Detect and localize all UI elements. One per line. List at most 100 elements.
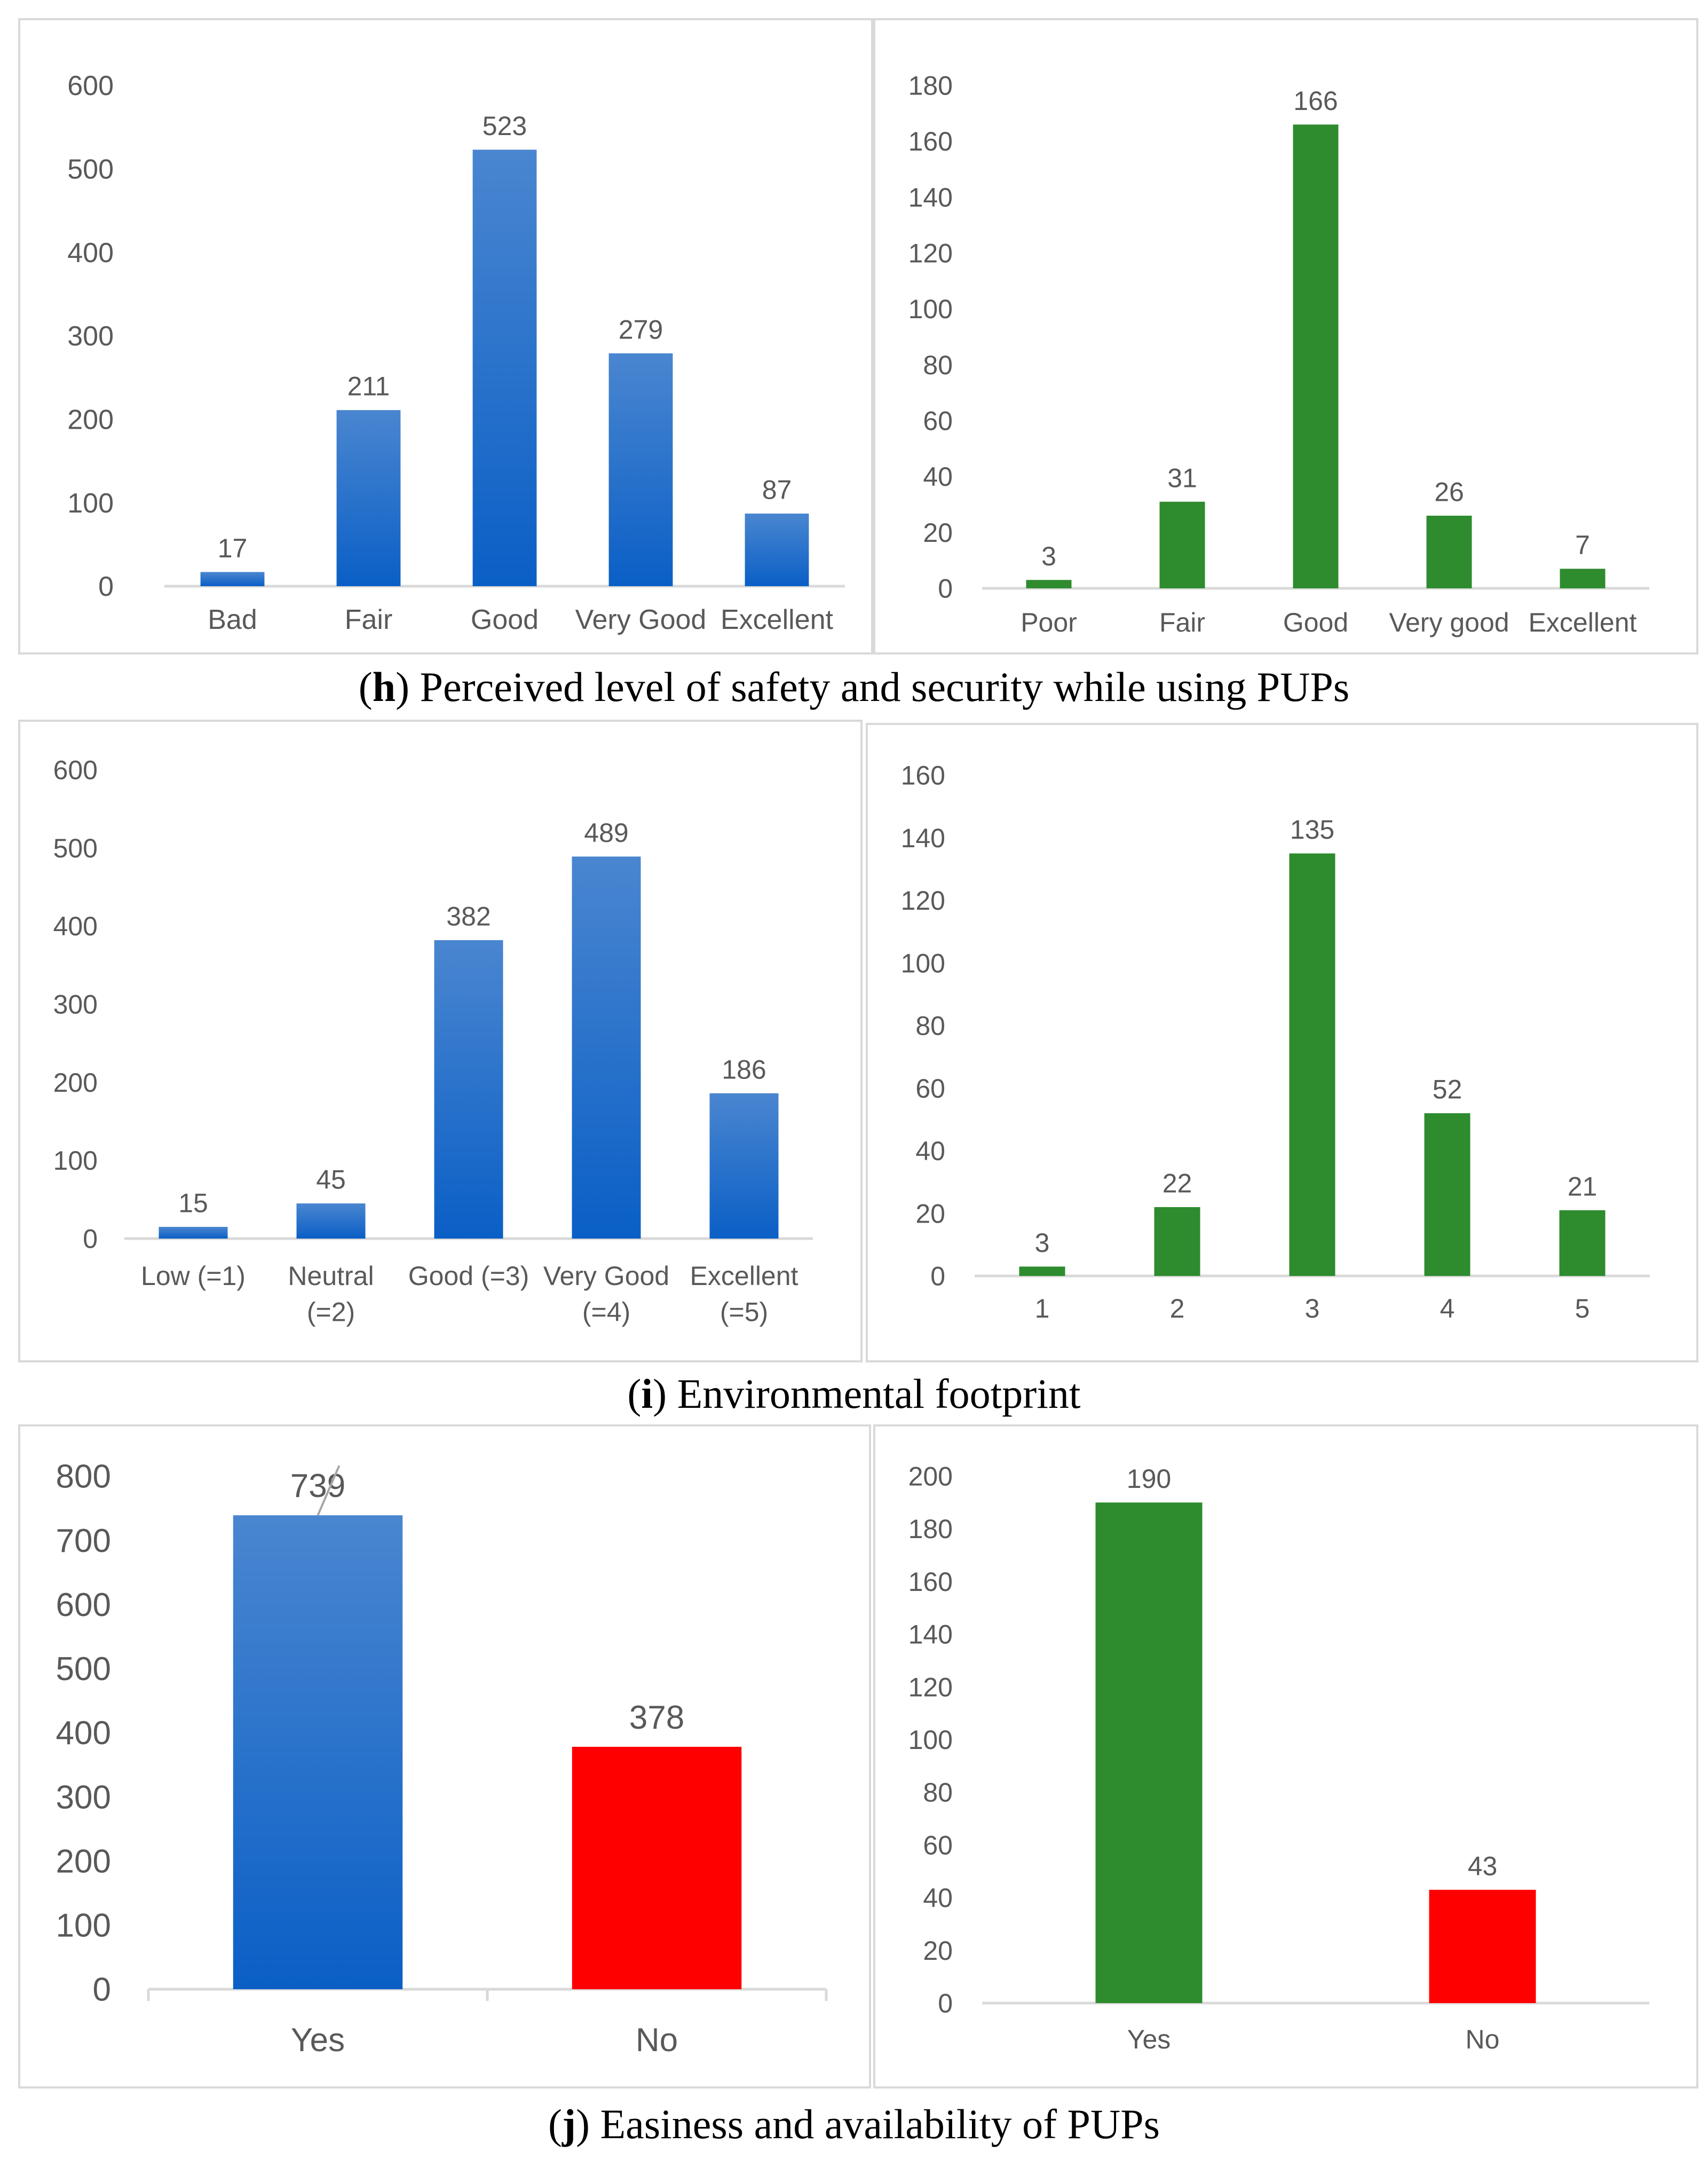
category-label: Bad bbox=[208, 604, 257, 635]
data-label: 523 bbox=[483, 111, 527, 141]
y-tick-label: 120 bbox=[908, 239, 953, 269]
bar-very-good bbox=[1426, 515, 1472, 588]
y-tick-label: 200 bbox=[908, 1462, 953, 1492]
y-tick-label: 0 bbox=[930, 1262, 945, 1291]
category-label: Excellent bbox=[1529, 608, 1637, 637]
caption-j: (j) Easiness and availability of PUPs bbox=[548, 2101, 1160, 2147]
y-tick-label: 200 bbox=[53, 1068, 98, 1098]
caption-j-letter: j bbox=[562, 2101, 576, 2147]
y-tick-label: 20 bbox=[923, 1936, 953, 1966]
bar-2 bbox=[1154, 1207, 1200, 1276]
bar-fair bbox=[1159, 501, 1205, 588]
data-label: 21 bbox=[1568, 1171, 1598, 1201]
data-label: 43 bbox=[1468, 1851, 1498, 1881]
y-tick-label: 0 bbox=[938, 574, 953, 604]
chart-panel-j-right: 0 20 40 60 80 100 120 140 160 180 200 190 Yes 43 No bbox=[873, 1424, 1698, 2089]
y-tick-label: 80 bbox=[923, 350, 953, 380]
category-label: 2 bbox=[1170, 1294, 1185, 1323]
category-label: Fair bbox=[1159, 608, 1205, 637]
bar-1 bbox=[1019, 1266, 1065, 1276]
data-label: 135 bbox=[1290, 815, 1334, 845]
y-tick-label: 160 bbox=[908, 1567, 953, 1597]
data-label: 166 bbox=[1293, 86, 1338, 116]
category-label: Excellent (=5) bbox=[690, 1261, 798, 1327]
label-leader-line bbox=[317, 1465, 341, 1516]
y-tick-label: 0 bbox=[93, 1972, 111, 2008]
y-tick-label: 80 bbox=[915, 1011, 945, 1041]
y-tick-label: 400 bbox=[53, 911, 98, 941]
bar-no bbox=[572, 1746, 742, 1989]
bar-good bbox=[472, 149, 537, 586]
bar-poor bbox=[1026, 580, 1072, 588]
y-tick-label: 60 bbox=[915, 1074, 945, 1104]
y-tick-label: 100 bbox=[908, 294, 953, 324]
data-label: 3 bbox=[1035, 1228, 1050, 1258]
y-tick-label: 700 bbox=[56, 1523, 111, 1559]
y-tick-label: 400 bbox=[56, 1715, 111, 1752]
data-label: 190 bbox=[1127, 1464, 1171, 1494]
y-tick-label: 300 bbox=[67, 321, 114, 352]
y-tick-label: 0 bbox=[98, 571, 114, 602]
data-label: 3 bbox=[1041, 541, 1056, 571]
caption-i-text: Environmental footprint bbox=[667, 1370, 1081, 1417]
bar-bad bbox=[200, 572, 265, 586]
y-tick-label: 180 bbox=[908, 71, 953, 101]
bar-very-good-4 bbox=[572, 856, 641, 1239]
chart-i-left: 0 100 200 300 400 500 600 15 Low (=1) 45 Neutral (=… bbox=[53, 755, 813, 1327]
category-label: Good (=3) bbox=[408, 1261, 529, 1291]
y-tick-label: 500 bbox=[67, 154, 114, 185]
category-label: Excellent bbox=[721, 604, 834, 635]
category-label: No bbox=[636, 2022, 678, 2059]
category-label: No bbox=[1466, 2024, 1500, 2054]
data-label: 31 bbox=[1167, 463, 1197, 493]
bar-4 bbox=[1424, 1113, 1470, 1276]
y-tick-label: 160 bbox=[908, 127, 953, 156]
y-tick-label: 300 bbox=[56, 1779, 111, 1816]
chart-j-right: 0 20 40 60 80 100 120 140 160 180 200 190 Yes 43 No bbox=[908, 1462, 1649, 2054]
category-label: 5 bbox=[1575, 1294, 1590, 1323]
bar-3 bbox=[1289, 853, 1335, 1276]
bar-yes bbox=[1095, 1502, 1203, 2003]
y-tick-label: 500 bbox=[56, 1651, 111, 1688]
category-label: Yes bbox=[291, 2022, 345, 2059]
y-tick-label: 180 bbox=[908, 1514, 953, 1544]
data-label: 7 bbox=[1575, 530, 1590, 560]
data-label: 22 bbox=[1163, 1169, 1192, 1199]
y-tick-label: 20 bbox=[923, 518, 953, 548]
y-tick-label: 100 bbox=[908, 1725, 953, 1755]
y-tick-label: 100 bbox=[901, 948, 945, 978]
chart-panel-h-left: 0 100 200 300 400 500 600 17 Bad 211 Fair 523 Good 27… bbox=[18, 18, 873, 655]
data-label: 52 bbox=[1433, 1075, 1462, 1105]
chart-panel-h-right: 0 20 40 60 80 100 120 140 160 180 3 Poor 31 Fair 166 Go… bbox=[873, 18, 1698, 655]
data-label: 15 bbox=[178, 1188, 208, 1218]
data-label: 739 bbox=[290, 1468, 345, 1504]
category-label: Very Good (=4) bbox=[543, 1261, 669, 1327]
bar-neutral-2 bbox=[296, 1203, 366, 1239]
bar-yes bbox=[233, 1515, 403, 1989]
category-label: Good bbox=[471, 604, 539, 635]
category-label: Very good bbox=[1389, 608, 1509, 637]
category-label: 1 bbox=[1035, 1294, 1050, 1323]
y-tick-label: 140 bbox=[908, 183, 953, 212]
data-label: 382 bbox=[446, 902, 491, 932]
category-label: Very Good bbox=[575, 604, 707, 635]
category-label: Yes bbox=[1127, 2024, 1171, 2054]
y-tick-label: 600 bbox=[56, 1587, 111, 1624]
y-tick-label: 600 bbox=[67, 70, 114, 101]
y-tick-label: 400 bbox=[67, 238, 114, 269]
caption-h: (h) Perceived level of safety and securi… bbox=[358, 664, 1350, 710]
chart-j-left: 0 100 200 300 400 500 600 700 800 739 Yes 378 No bbox=[56, 1459, 828, 2059]
y-tick-label: 600 bbox=[53, 755, 98, 785]
data-label: 489 bbox=[584, 818, 628, 848]
bar-very-good bbox=[608, 353, 673, 586]
bar-excellent-5 bbox=[709, 1093, 779, 1239]
category-label: 3 bbox=[1305, 1294, 1320, 1323]
bar-no bbox=[1429, 1889, 1536, 2003]
caption-j-text: Easiness and availability of PUPs bbox=[589, 2101, 1160, 2147]
data-label: 186 bbox=[722, 1054, 766, 1084]
caption-h-letter: h bbox=[372, 664, 396, 710]
y-tick-label: 140 bbox=[908, 1620, 953, 1650]
data-label: 17 bbox=[218, 533, 248, 563]
bar-excellent bbox=[745, 513, 809, 586]
caption-i: (i) Environmental footprint bbox=[627, 1370, 1081, 1417]
